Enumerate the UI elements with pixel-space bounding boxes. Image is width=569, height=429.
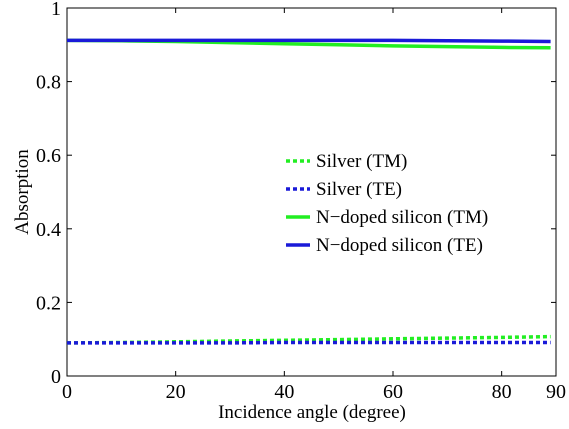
x-tick-label: 20 — [166, 381, 186, 403]
legend-label: N−doped silicon (TE) — [316, 235, 483, 256]
series-line-4 — [67, 38, 551, 44]
y-tick-label: 0.8 — [36, 72, 61, 94]
y-tick-label: 0 — [51, 366, 61, 388]
legend-label: Silver (TE) — [316, 179, 402, 200]
legend-label: N−doped silicon (TM) — [316, 207, 488, 228]
x-tick-label: 90 — [546, 381, 566, 403]
x-tick-label: 60 — [383, 381, 403, 403]
series-lines — [66, 38, 551, 345]
x-tick-label: 80 — [492, 381, 512, 403]
axis-ticks: 0 20 40 60 80 90 0 0.2 0.4 0.6 0.8 1 — [36, 0, 566, 403]
x-tick-label: 0 — [62, 381, 72, 403]
legend: Silver (TM) Silver (TE) N−doped silicon (T… — [286, 151, 488, 256]
x-tick-label: 40 — [274, 381, 294, 403]
y-tick-label: 0.4 — [36, 219, 61, 241]
y-axis-label: Absorption — [12, 149, 33, 235]
series-line-1 — [66, 334, 551, 345]
y-tick-label: 0.6 — [36, 145, 61, 167]
legend-label: Silver (TM) — [316, 151, 407, 172]
x-axis-label: Incidence angle (degree) — [218, 402, 406, 423]
y-tick-label: 0.2 — [36, 292, 61, 314]
plot-frame — [66, 7, 557, 377]
y-tick-label: 1 — [51, 0, 61, 20]
